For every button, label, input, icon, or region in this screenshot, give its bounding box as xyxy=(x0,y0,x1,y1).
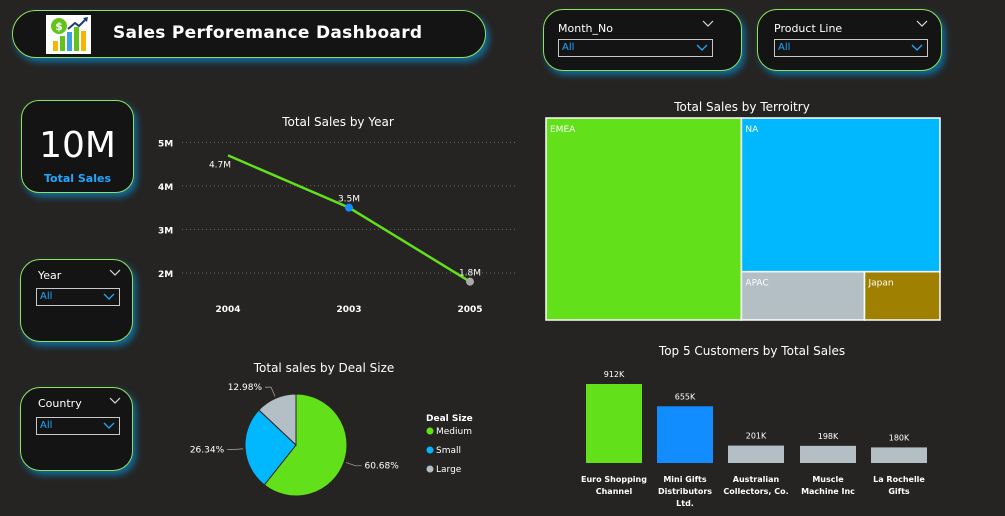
bar xyxy=(800,445,856,463)
pie-chart-title: Total sales by Deal Size xyxy=(253,361,395,375)
bar-category-label: Collectors, Co. xyxy=(723,487,788,496)
pie-legend-item: Medium xyxy=(436,427,472,437)
bar-category-label: Mini Gifts xyxy=(663,475,707,484)
product-line-dropdown-value: All xyxy=(778,42,791,53)
treemap-tile xyxy=(863,270,941,321)
bar-data-label: 912K xyxy=(604,370,625,379)
country-dropdown[interactable]: All xyxy=(36,417,120,435)
bar-data-label: 180K xyxy=(889,433,910,442)
sales-by-deal-size-pie-chart[interactable]: Total sales by Deal Size 60.68% 26.34% 12.9… xyxy=(180,355,500,515)
bar xyxy=(728,445,784,463)
chevron-down-icon xyxy=(103,422,115,429)
chevron-down-icon xyxy=(696,44,708,51)
y-tick-label: 2M xyxy=(158,270,173,280)
pie-legend-item: Small xyxy=(436,446,461,456)
chevron-down-icon xyxy=(911,44,923,51)
product-line-dropdown[interactable]: All xyxy=(774,39,928,57)
treemap-tile xyxy=(545,117,743,321)
chevron-down-icon[interactable] xyxy=(109,397,121,405)
chevron-down-icon xyxy=(103,293,115,300)
line-chart-title: Total Sales by Year xyxy=(281,115,394,129)
top-customers-bar-chart[interactable]: Top 5 Customers by Total Sales 912K Euro S… xyxy=(570,340,940,515)
year-dropdown[interactable]: All xyxy=(36,288,120,306)
treemap-tile-label: EMEA xyxy=(550,125,576,135)
data-label: 4.7M xyxy=(209,160,231,170)
bar-category-label: Ltd. xyxy=(676,499,694,508)
pie-leader-line xyxy=(265,386,276,397)
treemap-tile-label: NA xyxy=(745,125,759,135)
bar-category-label: Distributors xyxy=(658,487,712,496)
bar-category-label: Channel xyxy=(596,487,633,496)
pie-slice xyxy=(263,393,348,497)
bar-category-label: Muscle xyxy=(812,475,844,484)
year-dropdown-value: All xyxy=(40,291,53,302)
x-tick-label: 2004 xyxy=(215,305,240,315)
svg-text:$: $ xyxy=(55,20,63,33)
year-slicer-label: Year xyxy=(38,269,62,282)
total-sales-label: Total Sales xyxy=(43,172,111,185)
legend-marker xyxy=(426,446,434,454)
sales-by-year-line-chart[interactable]: Total Sales by Year 5M 4M 3M 2M 4.7M 2004 3.5M 2… xyxy=(150,108,525,323)
pie-data-label: 60.68% xyxy=(364,462,399,472)
product-line-slicer[interactable]: Product Line All xyxy=(757,9,942,71)
pie-leader-line xyxy=(227,448,244,450)
page-title: Sales Perforemance Dashboard xyxy=(113,23,423,43)
sales-series-line xyxy=(227,154,471,283)
product-line-slicer-label: Product Line xyxy=(774,22,843,35)
pie-legend-title: Deal Size xyxy=(426,414,473,424)
bar-category-label: Gifts xyxy=(888,487,910,496)
month-dropdown[interactable]: All xyxy=(558,39,713,57)
bar xyxy=(586,384,642,463)
sales-growth-chart-icon: $ xyxy=(46,15,91,54)
pie-data-label: 26.34% xyxy=(190,446,225,456)
data-point xyxy=(466,277,474,286)
country-dropdown-value: All xyxy=(40,420,53,431)
pie-legend-item: Large xyxy=(436,465,462,475)
month-dropdown-value: All xyxy=(562,42,575,53)
data-label: 1.8M xyxy=(459,269,481,279)
month-slicer-label: Month_No xyxy=(558,22,613,35)
year-slicer[interactable]: Year All xyxy=(20,259,133,342)
total-sales-value: 10M xyxy=(39,125,116,166)
bar-category-label: La Rochelle xyxy=(873,475,925,484)
bar-data-label: 198K xyxy=(818,432,839,441)
treemap-tile-label: Japan xyxy=(868,279,894,289)
bar-category-label: Machine Inc xyxy=(801,487,855,496)
pie-leader-line xyxy=(345,462,362,467)
bar-chart-title: Top 5 Customers by Total Sales xyxy=(658,344,845,358)
bar-data-label: 201K xyxy=(746,432,767,441)
data-label: 3.5M xyxy=(338,195,360,205)
bar-data-label: 655K xyxy=(675,392,696,401)
x-tick-label: 2005 xyxy=(457,305,482,315)
chevron-down-icon[interactable] xyxy=(702,20,714,28)
treemap-tile xyxy=(740,270,866,321)
month-slicer[interactable]: Month_No All xyxy=(543,9,742,71)
bar xyxy=(657,406,713,463)
bar-category-label: Australian xyxy=(733,475,780,484)
bar xyxy=(871,447,927,463)
treemap-tile xyxy=(740,117,941,273)
treemap-title: Total Sales by Terroitry xyxy=(673,100,810,114)
sales-by-territory-treemap[interactable]: Total Sales by Terroitry EMEA NA APAC Japan xyxy=(540,96,945,324)
y-tick-label: 3M xyxy=(158,226,173,236)
bar-category-label: Euro Shopping xyxy=(581,475,647,484)
y-tick-label: 4M xyxy=(158,183,173,193)
pie-data-label: 12.98% xyxy=(228,383,263,393)
chevron-down-icon[interactable] xyxy=(916,20,928,28)
x-tick-label: 2003 xyxy=(336,305,361,315)
y-tick-label: 5M xyxy=(158,139,173,149)
total-sales-kpi-card: 10M Total Sales xyxy=(21,100,134,193)
legend-marker xyxy=(426,427,434,435)
legend-marker xyxy=(426,465,434,473)
treemap-tile-label: APAC xyxy=(745,279,768,289)
pie-slice xyxy=(244,409,297,486)
data-point xyxy=(345,203,353,212)
country-slicer-label: Country xyxy=(38,397,82,410)
chevron-down-icon[interactable] xyxy=(109,269,121,277)
pie-slice xyxy=(258,393,297,447)
dashboard-title-card: $ Sales Perforemance Dashboard xyxy=(12,10,486,58)
country-slicer[interactable]: Country All xyxy=(20,387,133,471)
